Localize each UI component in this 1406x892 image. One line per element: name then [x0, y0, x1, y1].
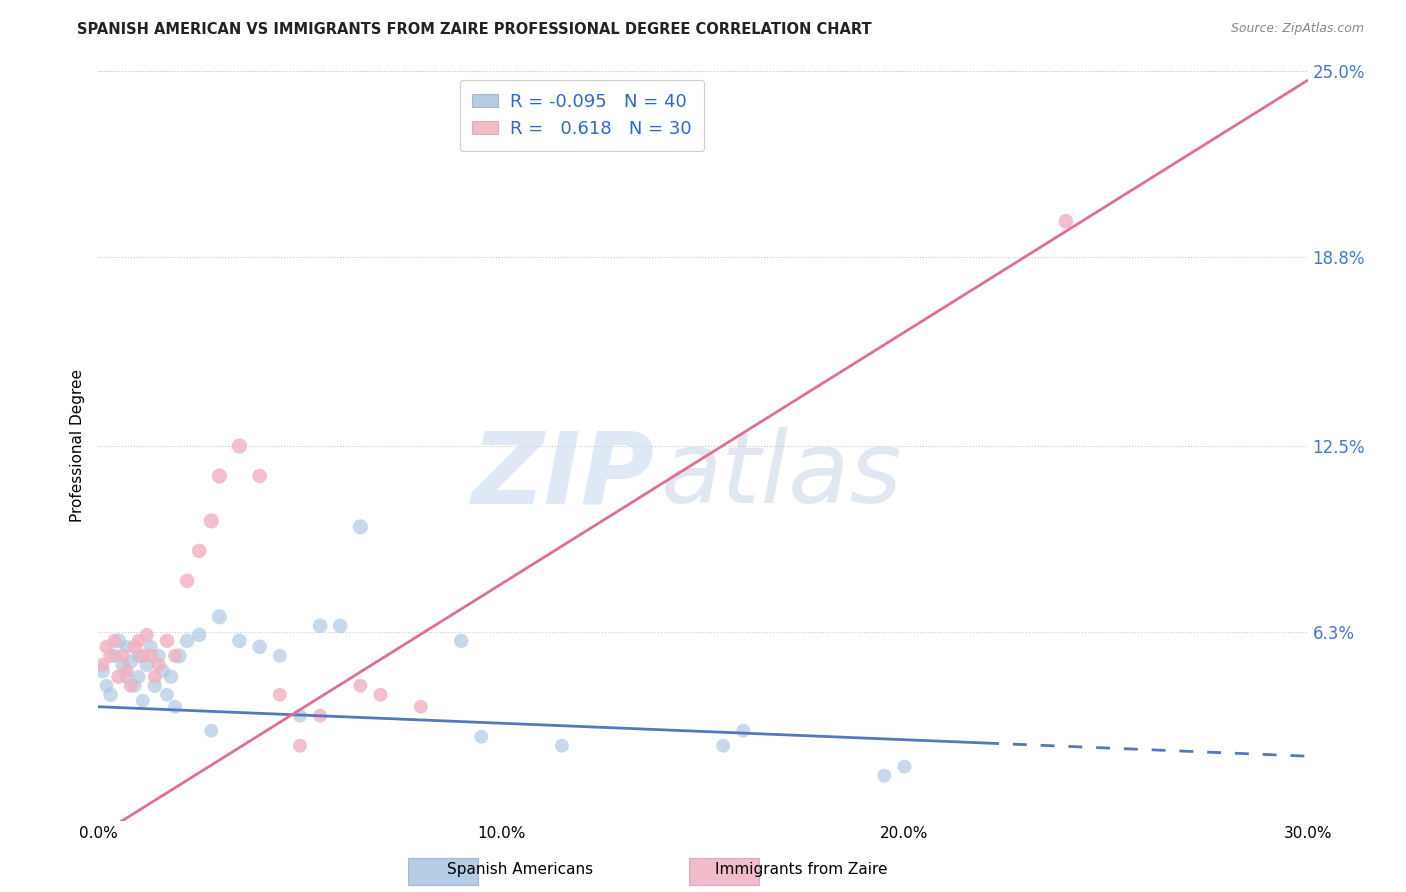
Point — [370, 688, 392, 702]
Y-axis label: Professional Degree: Professional Degree — [70, 369, 86, 523]
Point — [111, 648, 134, 663]
Point — [200, 723, 222, 738]
Text: ZIP: ZIP — [471, 427, 655, 524]
Point — [269, 688, 291, 702]
Point — [148, 657, 170, 672]
Point — [329, 619, 352, 633]
Point — [409, 699, 432, 714]
Point — [163, 699, 186, 714]
Point — [163, 648, 186, 663]
Point — [91, 664, 114, 678]
Point — [120, 679, 142, 693]
Point — [249, 640, 271, 654]
Point — [349, 679, 371, 693]
Point — [132, 648, 155, 663]
Point — [167, 648, 190, 663]
Point — [288, 708, 311, 723]
Point — [349, 520, 371, 534]
Point — [132, 694, 155, 708]
Text: Source: ZipAtlas.com: Source: ZipAtlas.com — [1230, 22, 1364, 36]
Point — [249, 469, 271, 483]
Point — [124, 640, 146, 654]
Point — [711, 739, 734, 753]
Point — [176, 574, 198, 588]
Point — [100, 688, 122, 702]
Point — [156, 688, 179, 702]
Point — [188, 544, 211, 558]
Point — [115, 664, 138, 678]
Point — [128, 633, 150, 648]
Point — [139, 640, 162, 654]
Point — [143, 679, 166, 693]
Point — [124, 679, 146, 693]
Point — [96, 679, 118, 693]
Point — [873, 769, 896, 783]
Point — [115, 640, 138, 654]
Point — [152, 664, 174, 678]
Point — [107, 670, 129, 684]
Point — [135, 628, 157, 642]
Point — [228, 633, 250, 648]
Point — [139, 648, 162, 663]
Point — [470, 730, 492, 744]
Point — [128, 670, 150, 684]
Point — [176, 633, 198, 648]
Point — [107, 633, 129, 648]
Point — [135, 657, 157, 672]
Point — [208, 469, 231, 483]
Point — [188, 628, 211, 642]
Point — [120, 655, 142, 669]
Point — [160, 670, 183, 684]
Point — [128, 648, 150, 663]
Point — [143, 670, 166, 684]
Point — [551, 739, 574, 753]
Point — [1054, 214, 1077, 228]
Point — [115, 670, 138, 684]
Point — [148, 648, 170, 663]
Point — [733, 723, 755, 738]
Point — [450, 633, 472, 648]
Point — [156, 633, 179, 648]
Point — [309, 619, 332, 633]
Point — [208, 610, 231, 624]
Point — [96, 640, 118, 654]
Point — [309, 708, 332, 723]
Point — [91, 657, 114, 672]
Text: Immigrants from Zaire: Immigrants from Zaire — [716, 863, 887, 877]
Point — [103, 633, 125, 648]
Point — [269, 648, 291, 663]
Text: atlas: atlas — [661, 427, 903, 524]
Legend: R = -0.095   N = 40, R =   0.618   N = 30: R = -0.095 N = 40, R = 0.618 N = 30 — [460, 80, 704, 151]
Point — [200, 514, 222, 528]
Point — [288, 739, 311, 753]
Point — [111, 657, 134, 672]
Point — [228, 439, 250, 453]
Text: SPANISH AMERICAN VS IMMIGRANTS FROM ZAIRE PROFESSIONAL DEGREE CORRELATION CHART: SPANISH AMERICAN VS IMMIGRANTS FROM ZAIR… — [77, 22, 872, 37]
Text: Spanish Americans: Spanish Americans — [447, 863, 593, 877]
Point — [893, 760, 915, 774]
Point — [100, 648, 122, 663]
Point — [103, 648, 125, 663]
